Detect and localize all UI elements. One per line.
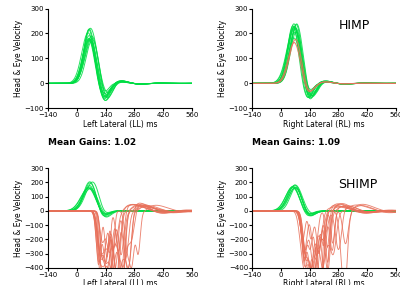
Y-axis label: Head & Eye Velocity: Head & Eye Velocity: [218, 20, 227, 97]
Text: Mean Gains: 1.02: Mean Gains: 1.02: [48, 138, 136, 147]
Y-axis label: Head & Eye Velocity: Head & Eye Velocity: [14, 20, 23, 97]
Y-axis label: Head & Eye Velocity: Head & Eye Velocity: [14, 180, 23, 256]
Text: SHIMP: SHIMP: [338, 178, 378, 191]
X-axis label: Left Lateral (LL) ms: Left Lateral (LL) ms: [83, 120, 157, 129]
X-axis label: Right Lateral (RL) ms: Right Lateral (RL) ms: [283, 280, 365, 285]
Y-axis label: Head & Eye Velocity: Head & Eye Velocity: [218, 180, 227, 256]
X-axis label: Left Lateral (LL) ms: Left Lateral (LL) ms: [83, 280, 157, 285]
Text: HIMP: HIMP: [338, 19, 370, 32]
Text: Mean Gains: 1.09: Mean Gains: 1.09: [252, 138, 340, 147]
X-axis label: Right Lateral (RL) ms: Right Lateral (RL) ms: [283, 120, 365, 129]
